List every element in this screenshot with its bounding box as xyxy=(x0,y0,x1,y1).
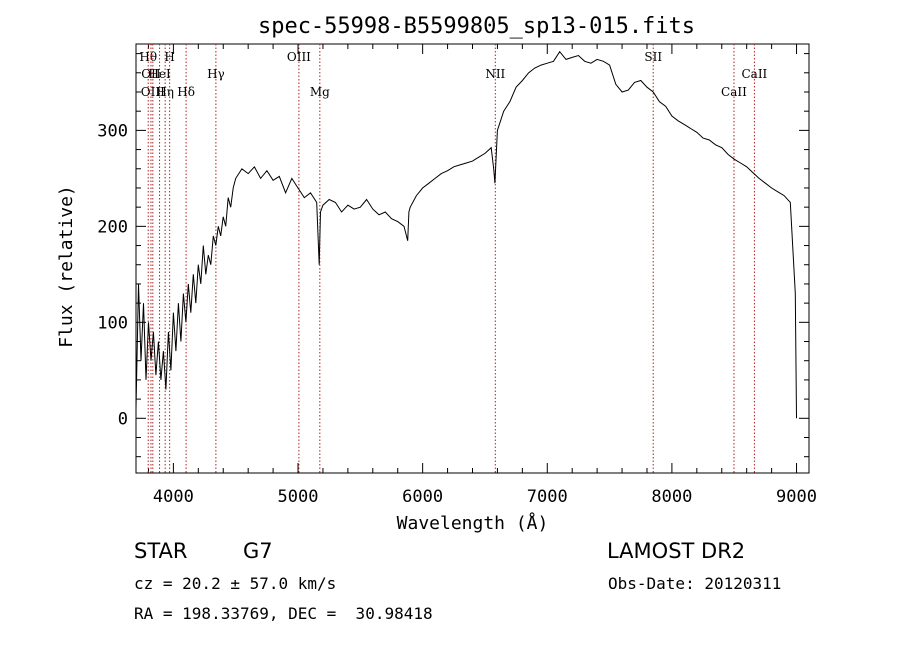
x-tick-label: 6000 xyxy=(402,487,443,507)
x-tick-label: 5000 xyxy=(278,487,319,507)
spectral-line-label: HeI xyxy=(148,67,171,81)
spectral-line-label: OII xyxy=(141,67,161,81)
spectral-line-label: Hγ xyxy=(207,67,225,81)
y-tick-label: 200 xyxy=(97,217,128,237)
x-axis-label: Wavelength (Å) xyxy=(397,512,549,534)
spectral-line-label: Hθ xyxy=(139,50,157,64)
chart-title: spec-55998-B5599805_sp13-015.fits xyxy=(258,14,695,39)
redshift-text: cz = 20.2 ± 57.0 km/s xyxy=(134,574,337,593)
spectral-line-label: H xyxy=(164,50,174,64)
object-class: STAR xyxy=(134,539,188,563)
y-tick-label: 300 xyxy=(97,121,128,141)
spectral-line-label: SII xyxy=(644,50,662,64)
y-tick-label: 0 xyxy=(118,409,128,429)
x-tick-label: 4000 xyxy=(153,487,194,507)
spectral-line-label: Mg xyxy=(310,85,330,99)
coordinates-text: RA = 198.33769, DEC = 30.98418 xyxy=(134,604,433,623)
x-tick-label: 8000 xyxy=(651,487,692,507)
spectrum-line xyxy=(136,50,797,419)
spectral-line-label: Hη xyxy=(156,85,174,99)
x-tick-label: 7000 xyxy=(527,487,568,507)
spectral-line-label: CaII xyxy=(741,67,767,81)
plot-frame xyxy=(135,43,810,474)
spectral-line-label: CaII xyxy=(721,85,747,99)
spectral-line-label: Hδ xyxy=(177,85,195,99)
y-tick-label: 100 xyxy=(97,313,128,333)
x-tick-label: 9000 xyxy=(776,487,817,507)
spectral-line-label: NII xyxy=(485,67,505,81)
y-axis-label: Flux (relative) xyxy=(56,185,77,348)
spectral-line-label: OIII xyxy=(141,85,165,99)
obs-date-text: Obs-Date: 20120311 xyxy=(608,574,782,593)
spectral-line-label: OIII xyxy=(287,50,311,64)
object-subclass: G7 xyxy=(243,539,273,563)
survey-name: LAMOST DR2 xyxy=(607,539,746,563)
